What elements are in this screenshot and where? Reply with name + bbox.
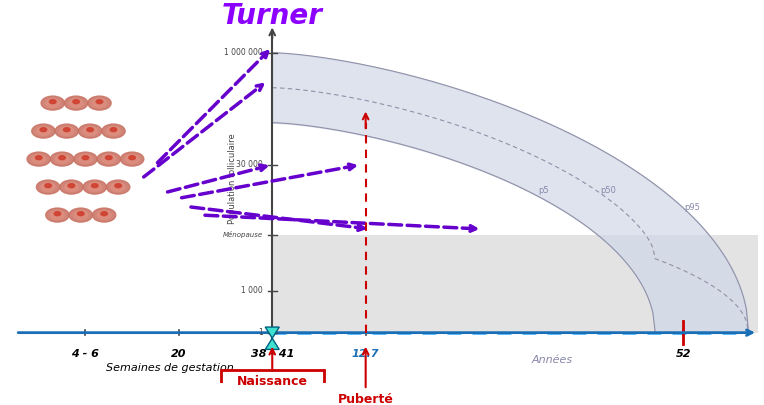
Text: 4 - 6: 4 - 6	[72, 350, 99, 360]
Circle shape	[110, 128, 117, 132]
Circle shape	[32, 155, 46, 163]
Text: p95: p95	[685, 203, 701, 212]
Circle shape	[55, 124, 79, 138]
Circle shape	[83, 156, 89, 160]
Circle shape	[111, 183, 125, 191]
Circle shape	[129, 156, 135, 160]
Circle shape	[88, 96, 111, 110]
Circle shape	[55, 155, 69, 163]
Text: Naissance: Naissance	[237, 375, 308, 388]
Circle shape	[102, 124, 125, 138]
Circle shape	[37, 180, 60, 194]
Circle shape	[64, 183, 79, 191]
Circle shape	[92, 208, 116, 222]
FancyBboxPatch shape	[324, 387, 408, 405]
Circle shape	[63, 128, 70, 132]
Text: Années: Années	[532, 355, 573, 365]
Bar	[272, 234, 758, 333]
Circle shape	[125, 155, 139, 163]
Circle shape	[32, 124, 55, 138]
Circle shape	[77, 212, 84, 215]
Circle shape	[106, 180, 130, 194]
Circle shape	[60, 127, 74, 135]
Text: Turner: Turner	[222, 2, 322, 30]
Circle shape	[59, 156, 66, 160]
Circle shape	[92, 184, 98, 188]
Circle shape	[41, 183, 55, 191]
Circle shape	[60, 180, 83, 194]
Circle shape	[50, 152, 74, 166]
Circle shape	[68, 184, 75, 188]
Circle shape	[37, 127, 50, 135]
Circle shape	[121, 152, 144, 166]
Circle shape	[87, 128, 93, 132]
Circle shape	[35, 156, 42, 160]
FancyBboxPatch shape	[221, 371, 324, 394]
Text: 1 000: 1 000	[241, 286, 263, 295]
Circle shape	[79, 155, 92, 163]
Text: Ménopause: Ménopause	[223, 231, 263, 238]
Text: Population folliculaire: Population folliculaire	[228, 133, 237, 224]
Text: 12.7: 12.7	[352, 350, 380, 360]
Circle shape	[79, 124, 102, 138]
Circle shape	[45, 184, 51, 188]
Circle shape	[101, 212, 108, 215]
Text: p5: p5	[538, 186, 549, 195]
Circle shape	[41, 96, 64, 110]
Text: 38 - 41: 38 - 41	[251, 350, 294, 360]
Circle shape	[102, 155, 116, 163]
Text: Semaines de gestation: Semaines de gestation	[105, 363, 233, 373]
Circle shape	[50, 100, 56, 104]
Text: 1: 1	[258, 328, 263, 337]
Circle shape	[115, 184, 121, 188]
Circle shape	[69, 208, 92, 222]
Circle shape	[64, 96, 88, 110]
Polygon shape	[265, 327, 280, 350]
Circle shape	[83, 180, 106, 194]
Circle shape	[97, 211, 111, 219]
Circle shape	[88, 183, 102, 191]
Circle shape	[92, 99, 106, 107]
Text: p50: p50	[601, 186, 617, 195]
Circle shape	[83, 127, 97, 135]
Text: 20: 20	[171, 350, 186, 360]
Text: 1 000 000: 1 000 000	[224, 48, 263, 57]
Circle shape	[54, 212, 60, 215]
Circle shape	[50, 211, 64, 219]
Circle shape	[69, 99, 83, 107]
Circle shape	[40, 128, 47, 132]
Circle shape	[74, 152, 97, 166]
Circle shape	[46, 99, 60, 107]
Circle shape	[74, 211, 88, 219]
Circle shape	[46, 208, 69, 222]
Circle shape	[105, 156, 112, 160]
Circle shape	[73, 100, 79, 104]
Circle shape	[97, 152, 121, 166]
Circle shape	[96, 100, 102, 104]
Circle shape	[106, 127, 121, 135]
Text: Puberté: Puberté	[338, 393, 393, 405]
Circle shape	[27, 152, 50, 166]
Text: 30 000: 30 000	[236, 160, 263, 169]
Text: 52: 52	[675, 350, 691, 360]
